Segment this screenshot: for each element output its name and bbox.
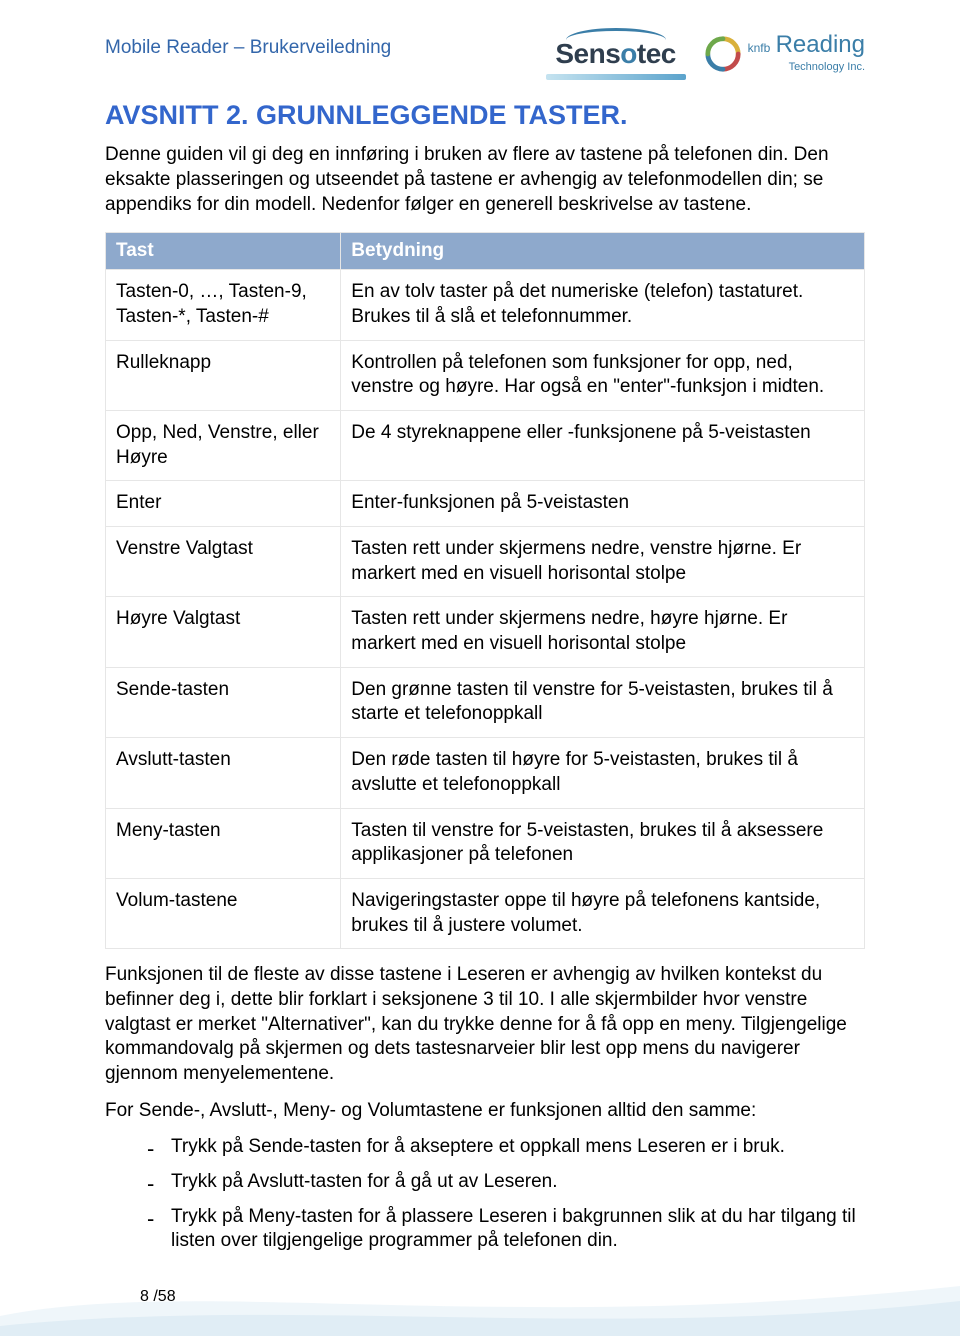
meaning-cell: Enter-funksjonen på 5-veistasten	[341, 481, 865, 527]
col-header-meaning: Betydning	[341, 232, 865, 270]
table-row: Meny-tastenTasten til venstre for 5-veis…	[106, 808, 865, 878]
meaning-cell: Kontrollen på telefonen som funksjoner f…	[341, 340, 865, 410]
knfb-main: Reading	[776, 31, 865, 58]
logos: Sensotec knfb Reading	[546, 28, 865, 80]
table-row: Volum-tasteneNavigeringstaster oppe til …	[106, 878, 865, 948]
list-item: Trykk på Meny-tasten for å plassere Lese…	[147, 1205, 865, 1254]
knfb-text: knfb Reading Technology Inc.	[748, 34, 865, 74]
meaning-cell: Tasten til venstre for 5-veistasten, bru…	[341, 808, 865, 878]
keys-table: Tast Betydning Tasten-0, …, Tasten-9, Ta…	[105, 232, 865, 950]
meaning-cell: De 4 styreknappene eller -funksjonene på…	[341, 410, 865, 480]
table-row: Avslutt-tastenDen røde tasten til høyre …	[106, 738, 865, 808]
meaning-cell: En av tolv taster på det numeriske (tele…	[341, 270, 865, 340]
meaning-cell: Den røde tasten til høyre for 5-veistast…	[341, 738, 865, 808]
key-cell: Enter	[106, 481, 341, 527]
meaning-cell: Tasten rett under skjermens nedre, venst…	[341, 527, 865, 597]
page-number: 8 /58	[140, 1287, 176, 1308]
knfb-swirl-icon	[704, 35, 742, 73]
key-cell: Meny-tasten	[106, 808, 341, 878]
paragraph-always-same: For Sende-, Avslutt-, Meny- og Volumtast…	[105, 1099, 865, 1124]
list-item: Trykk på Avslutt-tasten for å gå ut av L…	[147, 1170, 865, 1195]
key-cell: Rulleknapp	[106, 340, 341, 410]
section-heading: AVSNITT 2. GRUNNLEGGENDE TASTER.	[105, 98, 865, 133]
key-cell: Opp, Ned, Venstre, eller Høyre	[106, 410, 341, 480]
key-cell: Venstre Valgtast	[106, 527, 341, 597]
paragraph-context: Funksjonen til de fleste av disse tasten…	[105, 963, 865, 1086]
table-row: EnterEnter-funksjonen på 5-veistasten	[106, 481, 865, 527]
key-cell: Avslutt-tasten	[106, 738, 341, 808]
meaning-cell: Tasten rett under skjermens nedre, høyre…	[341, 597, 865, 667]
intro-paragraph: Denne guiden vil gi deg en innføring i b…	[105, 143, 865, 217]
sensotec-wordmark: Sensotec	[555, 36, 676, 72]
key-cell: Volum-tastene	[106, 878, 341, 948]
bullet-list: Trykk på Sende-tasten for å akseptere et…	[105, 1135, 865, 1254]
table-header-row: Tast Betydning	[106, 232, 865, 270]
table-row: Opp, Ned, Venstre, eller HøyreDe 4 styre…	[106, 410, 865, 480]
table-row: Venstre ValgtastTasten rett under skjerm…	[106, 527, 865, 597]
table-row: Tasten-0, …, Tasten-9, Tasten-*, Tasten-…	[106, 270, 865, 340]
key-cell: Sende-tasten	[106, 667, 341, 737]
key-cell: Tasten-0, …, Tasten-9, Tasten-*, Tasten-…	[106, 270, 341, 340]
meaning-cell: Navigeringstaster oppe til høyre på tele…	[341, 878, 865, 948]
knfb-logo: knfb Reading Technology Inc.	[704, 34, 865, 74]
page-container: Mobile Reader – Brukerveiledning Sensote…	[0, 0, 960, 1254]
table-row: Sende-tastenDen grønne tasten til venstr…	[106, 667, 865, 737]
header: Mobile Reader – Brukerveiledning Sensote…	[105, 28, 865, 80]
col-header-key: Tast	[106, 232, 341, 270]
table-row: Høyre ValgtastTasten rett under skjermen…	[106, 597, 865, 667]
sensotec-logo: Sensotec	[546, 28, 686, 80]
knfb-sub: Technology Inc.	[748, 60, 865, 74]
knfb-prefix: knfb	[748, 41, 771, 55]
table-row: RulleknappKontrollen på telefonen som fu…	[106, 340, 865, 410]
doc-title: Mobile Reader – Brukerveiledning	[105, 28, 391, 61]
meaning-cell: Den grønne tasten til venstre for 5-veis…	[341, 667, 865, 737]
key-cell: Høyre Valgtast	[106, 597, 341, 667]
sensotec-underline-icon	[546, 74, 686, 80]
list-item: Trykk på Sende-tasten for å akseptere et…	[147, 1135, 865, 1160]
